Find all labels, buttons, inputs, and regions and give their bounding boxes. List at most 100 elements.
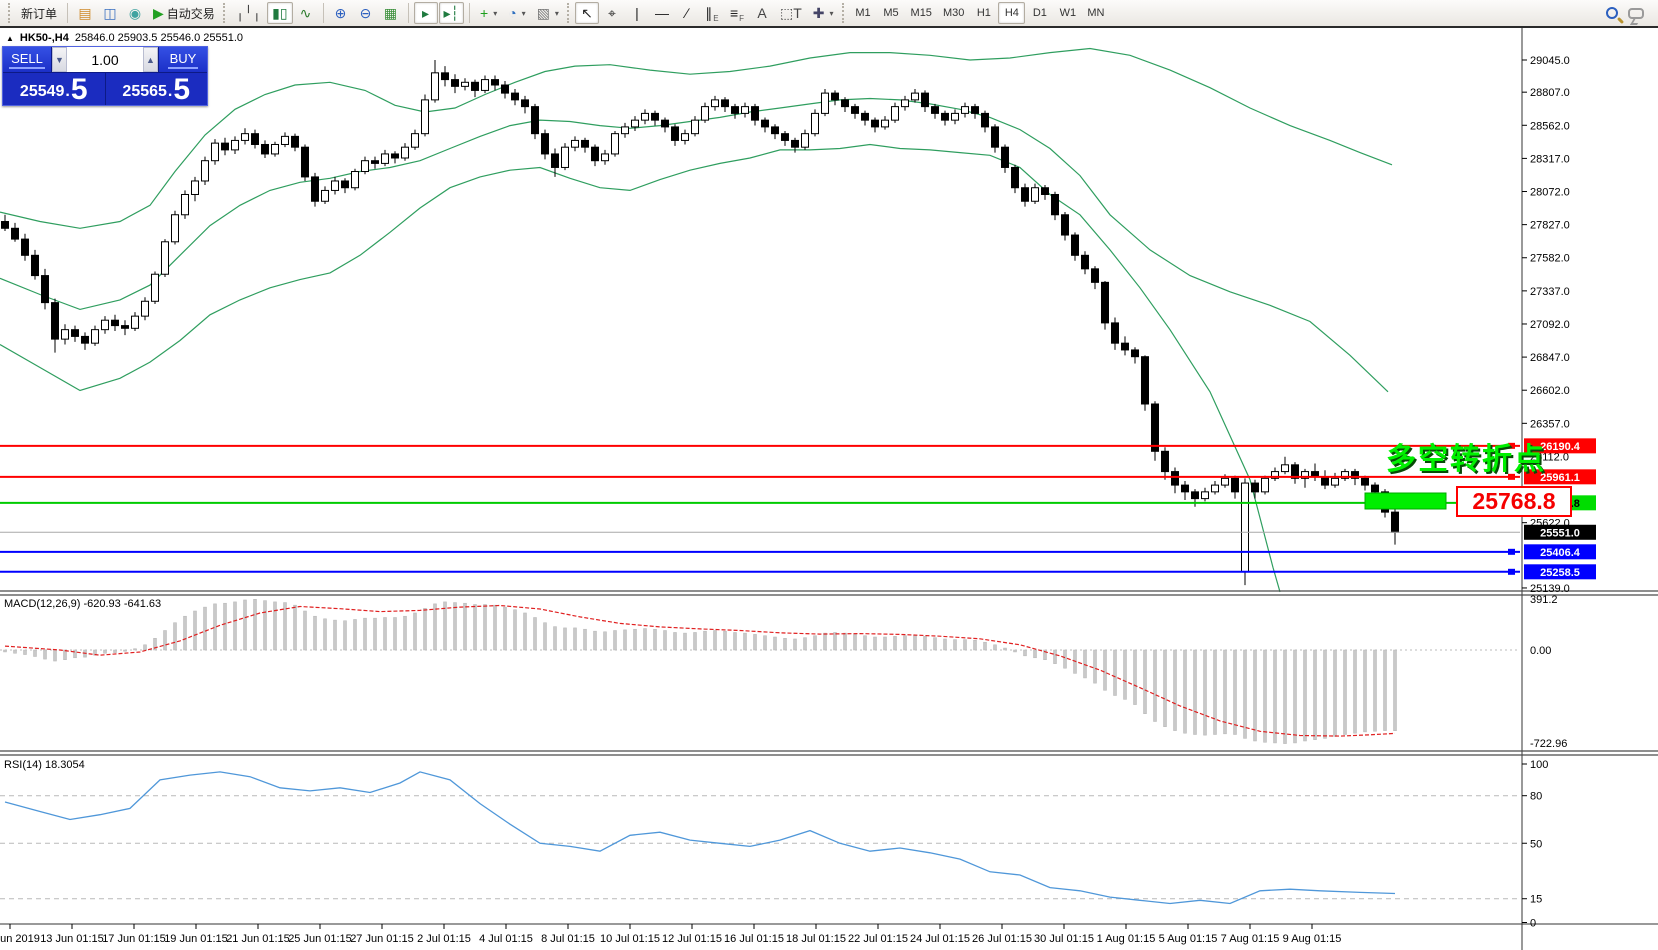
candle-bearish — [1021, 187, 1029, 202]
time-tick-label: 22 Jul 01:15 — [848, 933, 908, 945]
zoom-in-icon[interactable]: ⊕ — [329, 2, 353, 24]
tile-windows-icon[interactable]: ▦ — [379, 2, 403, 24]
macd-histogram-bar — [573, 627, 577, 651]
cursor-icon[interactable]: ↖ — [574, 2, 599, 24]
toolbar-grip[interactable] — [841, 3, 845, 23]
candle-bullish — [351, 171, 359, 189]
timeframe-mn-button[interactable]: MN — [1087, 7, 1105, 19]
candle-bearish — [371, 160, 379, 164]
volume-decrease-button[interactable]: ▼ — [52, 47, 67, 72]
timeframe-m15-button[interactable]: M15 — [910, 7, 932, 19]
line-endpoint-marker[interactable] — [1508, 568, 1515, 575]
candle-bearish — [1051, 193, 1059, 216]
search-icon[interactable] — [1606, 7, 1618, 19]
price-tick-label: 28317.0 — [1530, 153, 1570, 165]
candle-bearish — [531, 106, 539, 135]
highlight-rectangle[interactable] — [1364, 492, 1447, 510]
candle-bullish — [281, 135, 289, 145]
horizontal-line-icon[interactable]: — — [650, 2, 674, 24]
macd-histogram-bar — [563, 627, 567, 651]
price-tick-label: 28562.0 — [1530, 120, 1570, 132]
candle-bearish — [51, 302, 59, 340]
new-order-button[interactable]: 新订单 — [21, 6, 58, 21]
price-tick-label: 26357.0 — [1530, 418, 1570, 430]
sell-price[interactable]: 25549. 5 — [19, 73, 88, 106]
bollinger-middle-band — [0, 97, 1389, 393]
volume-input[interactable]: 1.00 — [91, 51, 119, 68]
text-icon[interactable]: A — [750, 2, 774, 24]
chart-shift-icon[interactable]: ▸┆ — [438, 2, 464, 24]
turning-point-annotation[interactable]: 多空转折点 — [1386, 443, 1546, 476]
line-endpoint-marker[interactable] — [1508, 548, 1515, 555]
macd-histogram-bar — [333, 619, 337, 651]
candle-bearish — [1181, 484, 1189, 493]
market-watch-icon[interactable]: ▤ — [73, 2, 97, 24]
bar-chart-icon[interactable]: ╷╵╷ — [231, 2, 266, 24]
timeframe-m30-button[interactable]: M30 — [942, 7, 965, 19]
text-label-icon[interactable]: ⬚T — [775, 2, 807, 24]
macd-histogram-bar — [503, 606, 507, 651]
macd-histogram-bar — [1273, 649, 1277, 744]
candlestick-chart-icon[interactable]: ▮▯ — [267, 2, 293, 24]
timeframe-w1-button[interactable]: W1 — [1059, 7, 1077, 19]
add-indicator-icon[interactable]: + ▾ — [475, 2, 502, 24]
timeframe-m1-button[interactable]: M1 — [855, 7, 871, 19]
line-chart-icon[interactable]: ∿ — [294, 2, 318, 24]
arrows-icon[interactable]: ✚ ▾ — [808, 2, 839, 24]
one-click-trading-panel: SELL ▼ 1.00 ▲ BUY 25549. 5 25565. 5 — [2, 46, 208, 106]
macd-histogram-bar — [803, 637, 807, 651]
macd-histogram-bar — [903, 635, 907, 651]
macd-histogram-bar — [243, 599, 247, 651]
periods-icon[interactable]: ◔ ▾ — [503, 2, 530, 24]
timeframe-h1-button[interactable]: H1 — [976, 7, 991, 19]
crosshair-icon[interactable]: ⌖ — [600, 2, 624, 24]
signals-icon[interactable]: ◉ — [123, 2, 147, 24]
toolbar-grip[interactable] — [566, 3, 570, 23]
buy-button[interactable]: BUY — [159, 47, 207, 72]
line-endpoint-marker[interactable] — [1508, 442, 1515, 449]
timeframe-m5-button[interactable]: M5 — [883, 7, 899, 19]
macd-histogram-bar — [1303, 649, 1307, 742]
bollinger-lower-band — [0, 143, 1281, 593]
fibonacci-icon[interactable]: ≡ F — [729, 5, 744, 23]
macd-histogram-bar — [1143, 649, 1147, 714]
price-callout-label[interactable]: 25768.8 — [1456, 486, 1572, 517]
timeframe-h4-button[interactable]: H4 — [998, 2, 1026, 24]
vertical-line-icon[interactable]: | — [625, 2, 649, 24]
macd-histogram-bar — [823, 632, 827, 651]
buy-price[interactable]: 25565. 5 — [104, 73, 208, 105]
line-endpoint-marker[interactable] — [1508, 473, 1515, 480]
template-icon[interactable]: ▧ ▾ — [532, 2, 564, 24]
candle-bearish — [581, 139, 589, 148]
sell-button[interactable]: SELL — [3, 47, 51, 72]
price-tick-label: 26847.0 — [1530, 352, 1570, 364]
candle-bullish — [161, 241, 169, 275]
chat-icon[interactable] — [1628, 7, 1644, 19]
toolbar-grip[interactable] — [8, 3, 11, 23]
chart-window-icon[interactable]: ◫ — [98, 2, 122, 24]
toolbar-separator — [469, 3, 470, 23]
candle-bearish — [261, 143, 269, 155]
collapse-icon[interactable]: ▲ — [6, 33, 14, 43]
channel-icon[interactable]: ∥ E — [705, 5, 719, 23]
macd-histogram-bar — [1363, 649, 1367, 733]
toolbar-grip[interactable] — [222, 3, 226, 23]
time-tick-label: 11 Jun 2019 — [0, 933, 40, 945]
candle-bullish — [361, 160, 369, 173]
chart-window-icon: ◫ — [103, 5, 117, 21]
candle-bullish — [801, 133, 809, 148]
volume-increase-button[interactable]: ▲ — [143, 47, 158, 72]
macd-histogram-bar — [643, 628, 647, 651]
macd-histogram-bar — [413, 612, 417, 651]
zoom-out-icon[interactable]: ⊖ — [354, 2, 378, 24]
price-badge — [1524, 524, 1596, 540]
autotrade-button[interactable]: ▶ 自动交易 — [153, 5, 215, 21]
macd-histogram-bar — [273, 601, 277, 651]
timeframe-d1-button[interactable]: D1 — [1032, 7, 1047, 19]
trendline-icon[interactable]: ∕ — [675, 2, 699, 24]
candle-bearish — [1, 221, 9, 229]
auto-scroll-icon[interactable]: ▸ — [413, 2, 438, 24]
price-tick-label: 28807.0 — [1530, 87, 1570, 99]
candle-bearish — [441, 72, 449, 81]
